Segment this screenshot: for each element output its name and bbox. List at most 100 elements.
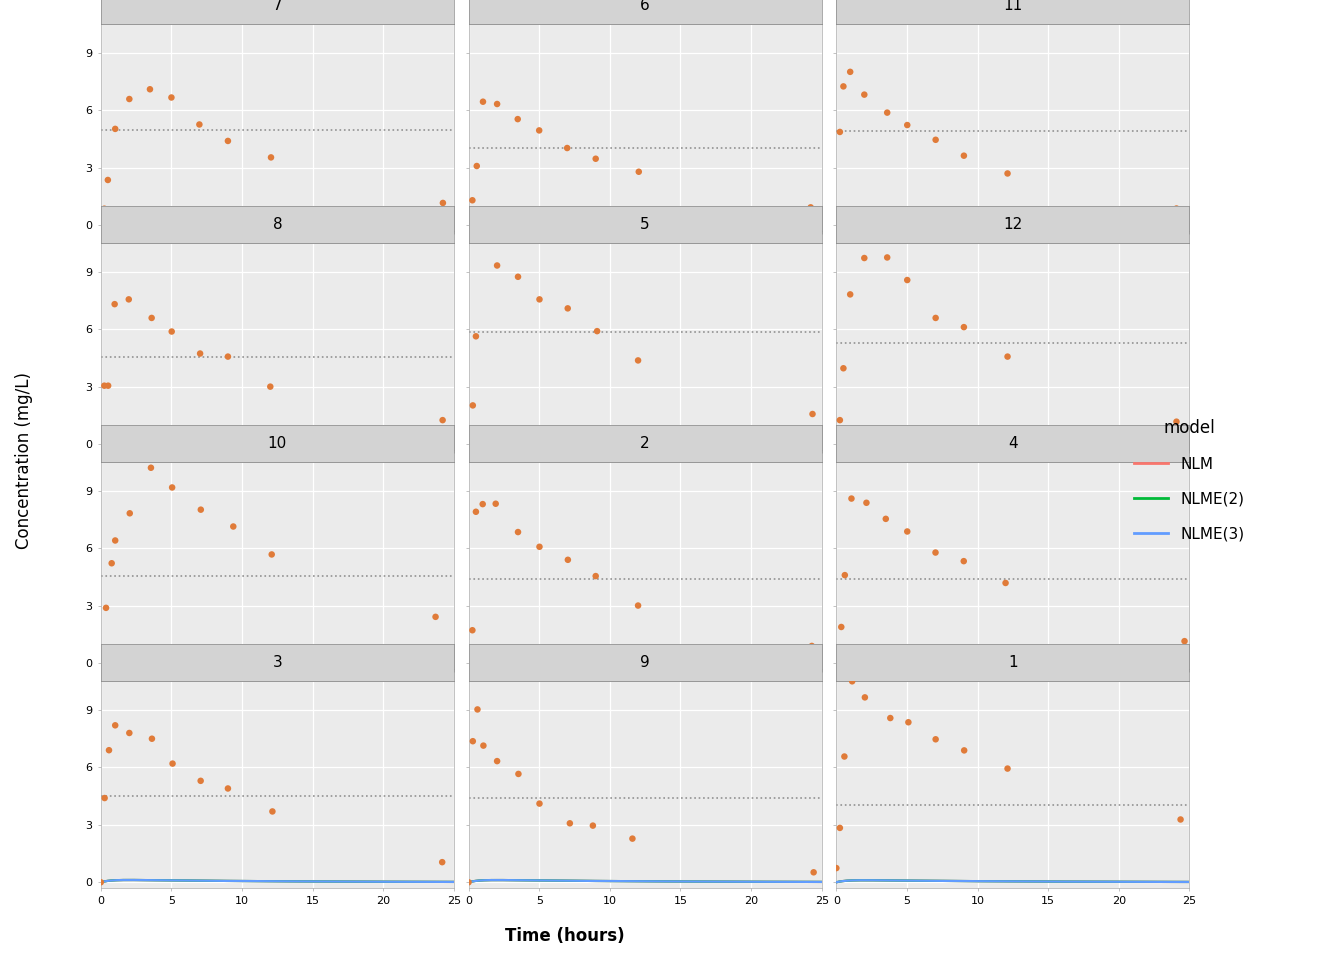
Point (466, 702, 488, 717)
Point (835, 567, 856, 583)
Point (556, 300, 578, 316)
Point (97, 172, 118, 187)
Point (223, 518, 245, 534)
Point (161, 480, 183, 495)
Point (94, 790, 116, 805)
Point (876, 250, 898, 265)
Legend: NLM, NLME(2), NLME(3): NLM, NLME(2), NLME(3) (1129, 413, 1250, 547)
Point (458, 656, 480, 671)
Point (190, 346, 211, 361)
Text: Time (hours): Time (hours) (504, 927, 625, 945)
Point (487, 96, 508, 111)
Point (485, 496, 507, 512)
Point (261, 150, 282, 165)
Point (507, 269, 528, 284)
Point (829, 413, 851, 428)
Point (90, 875, 112, 890)
Point (953, 743, 974, 758)
Point (896, 117, 918, 132)
Point (188, 117, 210, 132)
Point (925, 545, 946, 561)
Point (801, 638, 823, 654)
Point (528, 123, 550, 138)
Point (472, 218, 493, 233)
Point (141, 731, 163, 746)
Point (997, 348, 1019, 364)
Point (875, 511, 896, 526)
Point (1169, 812, 1191, 828)
Point (953, 148, 974, 163)
Point (431, 854, 453, 870)
Point (825, 656, 847, 671)
Point (833, 79, 855, 94)
Point (953, 320, 974, 335)
Point (997, 761, 1019, 777)
Point (997, 166, 1019, 181)
Point (472, 94, 493, 109)
Point (1165, 201, 1187, 216)
Point (140, 460, 161, 475)
Point (94, 201, 116, 216)
Point (118, 292, 140, 307)
Point (855, 689, 876, 705)
Point (95, 600, 117, 615)
Point (833, 749, 855, 764)
Point (1173, 634, 1195, 649)
Point (90, 651, 112, 666)
Point (508, 766, 530, 781)
Point (425, 610, 446, 625)
Point (161, 756, 183, 771)
Point (825, 217, 847, 232)
Point (433, 195, 454, 210)
Point (101, 556, 122, 571)
Point (896, 524, 918, 540)
Point (856, 495, 878, 511)
Point (829, 124, 851, 139)
Point (105, 718, 126, 733)
Point (879, 710, 900, 726)
Point (800, 200, 821, 215)
Point (841, 674, 863, 689)
Point (461, 193, 482, 208)
Point (507, 524, 528, 540)
Point (218, 133, 239, 149)
Point (431, 413, 453, 428)
Point (898, 714, 919, 730)
Point (141, 310, 163, 325)
Point (853, 87, 875, 103)
Point (161, 324, 183, 339)
Point (831, 619, 852, 635)
Point (802, 865, 824, 880)
Point (487, 754, 508, 769)
Point (585, 568, 606, 584)
Point (896, 273, 918, 288)
Point (98, 742, 120, 757)
Point (582, 818, 603, 833)
Point (585, 151, 606, 166)
Point (190, 773, 211, 788)
Point (465, 328, 487, 344)
Point (925, 732, 946, 747)
Point (261, 547, 282, 563)
Point (161, 90, 183, 106)
Point (825, 860, 847, 876)
Point (925, 132, 946, 148)
Point (622, 831, 644, 847)
Point (140, 82, 161, 97)
Point (262, 804, 284, 819)
Point (628, 352, 649, 368)
Point (462, 733, 484, 749)
Point (528, 796, 550, 811)
Point (487, 258, 508, 274)
Point (995, 575, 1016, 590)
Point (218, 780, 239, 796)
Point (825, 437, 847, 452)
Point (466, 158, 488, 174)
Text: Concentration (mg/L): Concentration (mg/L) (15, 372, 34, 549)
Point (472, 496, 493, 512)
Point (473, 738, 495, 754)
Point (558, 552, 579, 567)
Point (105, 121, 126, 136)
Point (218, 348, 239, 364)
Point (628, 164, 649, 180)
